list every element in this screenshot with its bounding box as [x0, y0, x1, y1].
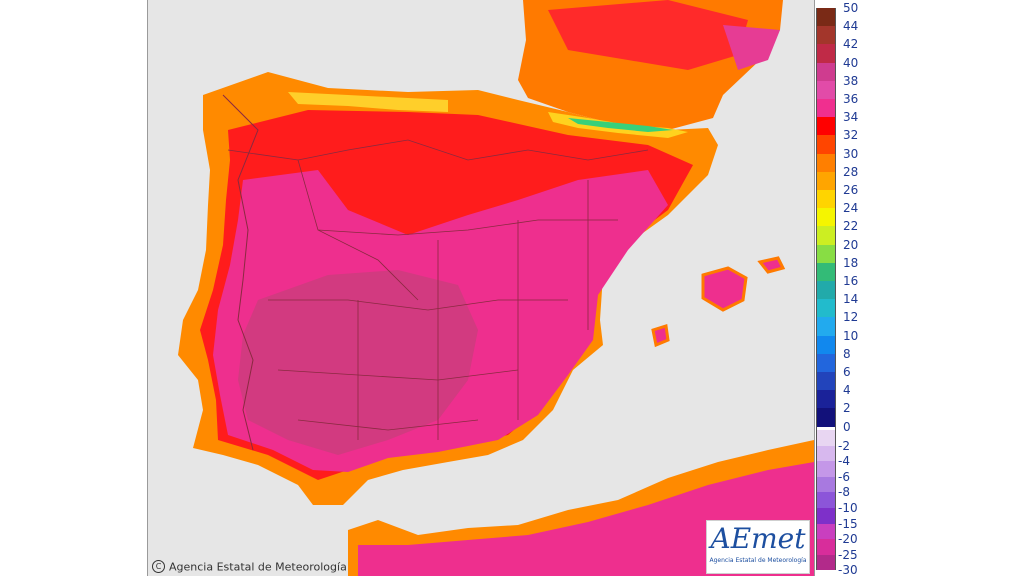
- legend-label: 18: [843, 255, 859, 270]
- legend-swatch: [816, 244, 836, 263]
- legend-label: 4: [843, 383, 851, 398]
- legend-swatch: [816, 44, 836, 63]
- temperature-legend: 50 44 42 40 38 36 34 32 30 28 26 24 22 20 18 16 14 12 10 8 6…: [816, 1, 859, 577]
- legend-label: 22: [843, 219, 859, 234]
- legend-label: -2: [838, 438, 850, 453]
- legend-swatch: [816, 99, 836, 118]
- legend-label: 0: [843, 419, 851, 434]
- legend-swatch: [816, 262, 836, 281]
- legend-swatch: [816, 8, 836, 27]
- legend-swatch: [816, 492, 836, 508]
- legend-swatch: [816, 461, 836, 477]
- legend-label: -6: [838, 469, 850, 484]
- copyright-icon: C: [152, 560, 165, 573]
- legend-swatch: [816, 408, 836, 427]
- legend-label: 30: [843, 146, 859, 161]
- legend-label: 8: [843, 346, 851, 361]
- legend-swatch: [816, 190, 836, 209]
- legend-swatch: [816, 554, 836, 571]
- legend-swatch: [816, 135, 836, 154]
- legend-swatch: [816, 317, 836, 336]
- portugal-border: [222, 94, 259, 451]
- legend-swatch: [816, 353, 836, 372]
- legend-swatch: [816, 539, 836, 555]
- legend-label: -30: [838, 563, 858, 577]
- legend-label: 34: [843, 110, 859, 125]
- legend-label: -15: [838, 516, 858, 531]
- north-africa-pink-zone: [358, 462, 814, 576]
- mallorca-island: [701, 266, 748, 312]
- legend-label: -8: [838, 485, 850, 500]
- legend-label: 20: [843, 237, 859, 252]
- legend-label: 40: [843, 55, 859, 70]
- legend-swatch: [816, 62, 836, 81]
- legend-swatch: [816, 445, 836, 462]
- legend-label: 38: [843, 73, 859, 88]
- legend-swatch: [816, 372, 836, 391]
- cantabrian-coast-band: [288, 92, 448, 112]
- legend-label: -4: [838, 454, 850, 469]
- legend-swatch: [816, 476, 836, 493]
- temperature-map: C Agencia Estatal de Meteorología AEmet A…: [147, 0, 815, 576]
- legend-label: 2: [843, 401, 851, 416]
- legend-label: -25: [838, 547, 858, 562]
- legend-label: -20: [838, 532, 858, 547]
- legend-swatch: [816, 80, 836, 99]
- copyright-notice: C Agencia Estatal de Meteorología: [152, 560, 347, 573]
- legend-swatch: [816, 430, 836, 446]
- legend-swatch: [816, 281, 836, 300]
- legend-label: 6: [843, 365, 851, 379]
- map-canvas: [148, 0, 814, 576]
- legend-label: 44: [843, 19, 859, 34]
- ibiza-island: [651, 324, 670, 348]
- legend-swatch: [816, 390, 836, 409]
- aemet-logo: AEmet Agencia Estatal de Meteorología: [706, 520, 810, 574]
- france-pink-zone: [723, 25, 780, 70]
- legend-label: 16: [843, 274, 859, 288]
- legend-label: 36: [843, 92, 859, 106]
- legend-swatch: [816, 26, 836, 45]
- france-hot-zone: [548, 0, 748, 70]
- logo-subtitle: Agencia Estatal de Meteorología: [709, 557, 807, 564]
- legend-label: -10: [838, 501, 858, 515]
- legend-label: 14: [843, 292, 859, 307]
- legend-swatch: [816, 208, 836, 227]
- legend-swatch: [816, 299, 836, 318]
- copyright-text: Agencia Estatal de Meteorología: [169, 560, 347, 573]
- legend-swatch: [816, 153, 836, 172]
- logo-wordmark: AEmet: [710, 522, 806, 555]
- legend-label: 24: [843, 201, 859, 216]
- legend-label: 12: [843, 310, 859, 325]
- legend-swatch: [816, 335, 836, 354]
- legend-swatch: [816, 508, 836, 524]
- legend-label: 42: [843, 37, 859, 52]
- province-borders: [227, 139, 649, 440]
- legend-swatch: [816, 171, 836, 190]
- legend-label: 26: [843, 183, 859, 197]
- menorca-island: [757, 256, 786, 274]
- legend-swatch: [816, 523, 836, 540]
- legend-label: 10: [843, 328, 859, 343]
- legend-label: 50: [843, 1, 859, 15]
- legend-swatch: [816, 226, 836, 245]
- pyrenees-green-band: [568, 118, 673, 132]
- legend-swatch: [816, 117, 836, 136]
- legend-label: 32: [843, 128, 859, 143]
- legend-label: 28: [843, 164, 859, 179]
